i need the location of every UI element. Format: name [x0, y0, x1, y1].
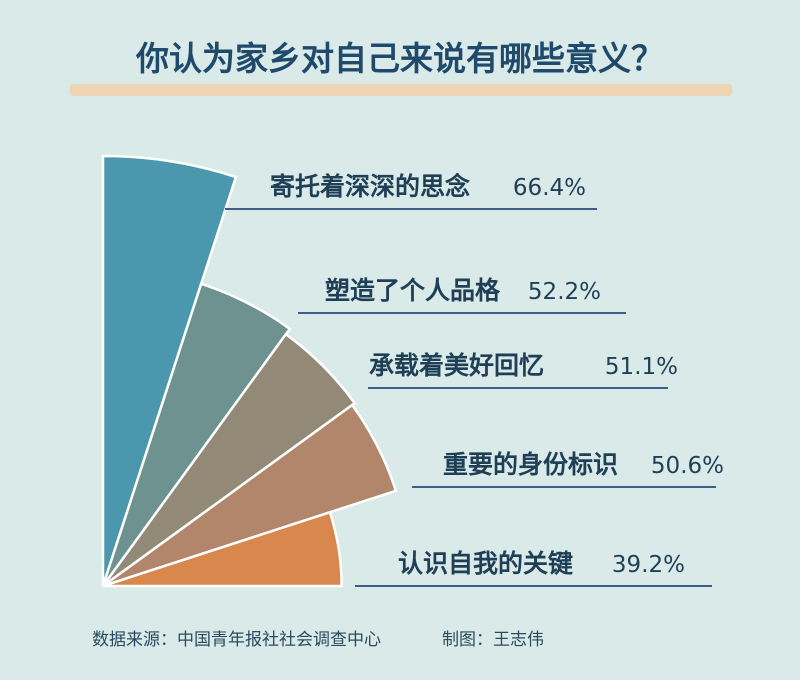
source-note: 数据来源：中国青年报社社会调查中心: [92, 630, 381, 650]
category-label-3: 承载着美好回忆: [369, 351, 544, 380]
pie-slice-2: [101, 282, 292, 587]
category-label-4: 重要的身份标识: [443, 450, 618, 479]
category-label-2: 塑造了个人品格: [325, 276, 501, 305]
value-label-1: 66.4%: [513, 175, 586, 201]
category-label-5: 认识自我的关键: [398, 549, 573, 578]
labels-group: 寄托着深深的思念 66.4% 塑造了个人品格 52.2% 承载着美好回忆 51.1% 重要的…: [225, 172, 724, 587]
value-label-3: 51.1%: [605, 354, 678, 380]
category-label-1: 寄托着深深的思念: [270, 172, 470, 201]
pie-slice-1: [101, 154, 238, 587]
value-label-4: 50.6%: [651, 453, 724, 479]
slices-group: [101, 154, 398, 588]
pie-slice-3: [101, 332, 357, 588]
pie-slice-4: [102, 403, 398, 588]
pie-slice-5: [102, 510, 343, 588]
chart-title: 你认为家乡对自己来说有哪些意义？: [135, 39, 664, 78]
value-label-2: 52.2%: [528, 279, 601, 305]
value-label-5: 39.2%: [612, 552, 685, 578]
author-note: 制图：王志伟: [442, 630, 544, 650]
title-underline: [70, 84, 732, 96]
